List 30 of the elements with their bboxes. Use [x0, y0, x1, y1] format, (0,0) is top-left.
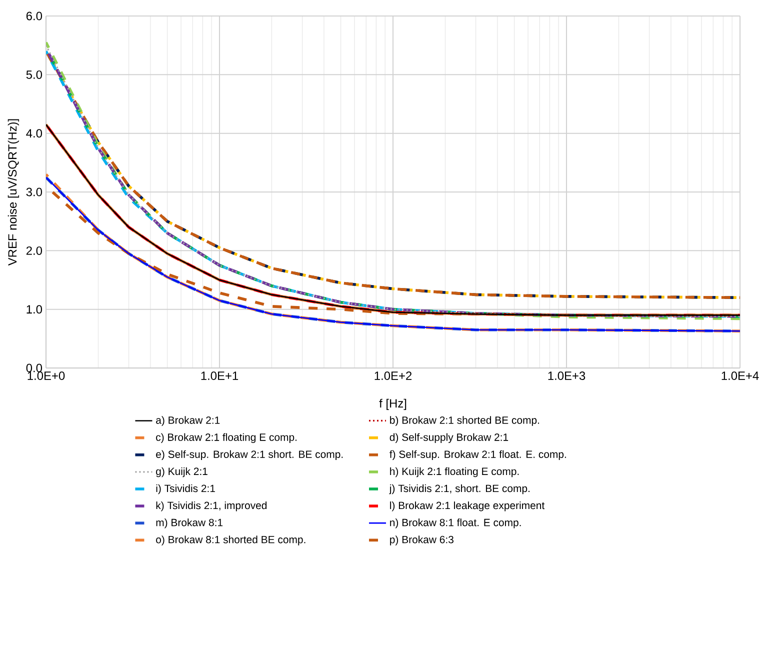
legend-label: p) Brokaw 6:3	[390, 536, 454, 546]
legend-label: i) Tsividis 2:1	[156, 484, 215, 494]
y-tick-label: 4.0	[26, 129, 42, 138]
legend-label: n) Brokaw 8:1 float. E comp.	[390, 518, 521, 528]
legend-label: k) Tsividis 2:1, improved	[156, 501, 267, 512]
y-tick-label: 2.0	[26, 246, 42, 255]
y-tick-label: 6.0	[26, 12, 42, 20]
y-tick-label: 0.0	[26, 364, 42, 372]
legend-label: e) Self-sup. Brokaw 2:1 short. BE comp.	[156, 450, 343, 460]
y-tick-label: 1.0	[26, 305, 42, 314]
y-axis-title: VREF noise [uV/SQRT(Hz)]	[8, 119, 20, 266]
legend-label: f) Self-sup. Brokaw 2:1 float. E. comp.	[390, 450, 566, 460]
x-tick-label: 1.0E+0	[28, 372, 65, 380]
legend-label: b) Brokaw 2:1 shorted BE comp.	[390, 416, 540, 426]
legend-label: g) Kuijk 2:1	[156, 467, 208, 478]
x-tick-label: 1.0E+4	[722, 372, 759, 380]
legend-label: m) Brokaw 8:1	[156, 518, 223, 528]
x-tick-label: 1.0E+2	[374, 372, 412, 380]
x-axis-title: f [Hz]	[379, 398, 406, 410]
legend-label: h) Kuijk 2:1 floating E comp.	[390, 467, 519, 478]
legend-label: o) Brokaw 8:1 shorted BE comp.	[156, 536, 306, 546]
legend-label: l) Brokaw 2:1 leakage experiment	[390, 501, 545, 512]
legend-label: c) Brokaw 2:1 floating E comp.	[156, 433, 297, 443]
x-tick-label: 1.0E+3	[548, 372, 586, 380]
legend-label: j) Tsividis 2:1, short. BE comp.	[389, 484, 530, 494]
y-tick-label: 3.0	[26, 188, 42, 196]
legend-label: a) Brokaw 2:1	[156, 416, 220, 426]
y-tick-label: 5.0	[26, 70, 42, 79]
legend-label: d) Self-supply Brokaw 2:1	[390, 433, 508, 443]
x-tick-label: 1.0E+1	[201, 372, 238, 380]
